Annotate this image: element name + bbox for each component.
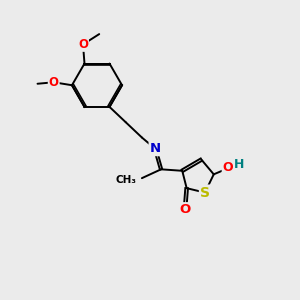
Text: CH₃: CH₃ [116,175,136,184]
Text: O: O [78,38,88,51]
Text: H: H [234,158,244,171]
Text: S: S [200,186,210,200]
Text: O: O [180,203,191,216]
Text: O: O [49,76,59,89]
Text: O: O [222,161,233,174]
Text: N: N [150,142,161,155]
